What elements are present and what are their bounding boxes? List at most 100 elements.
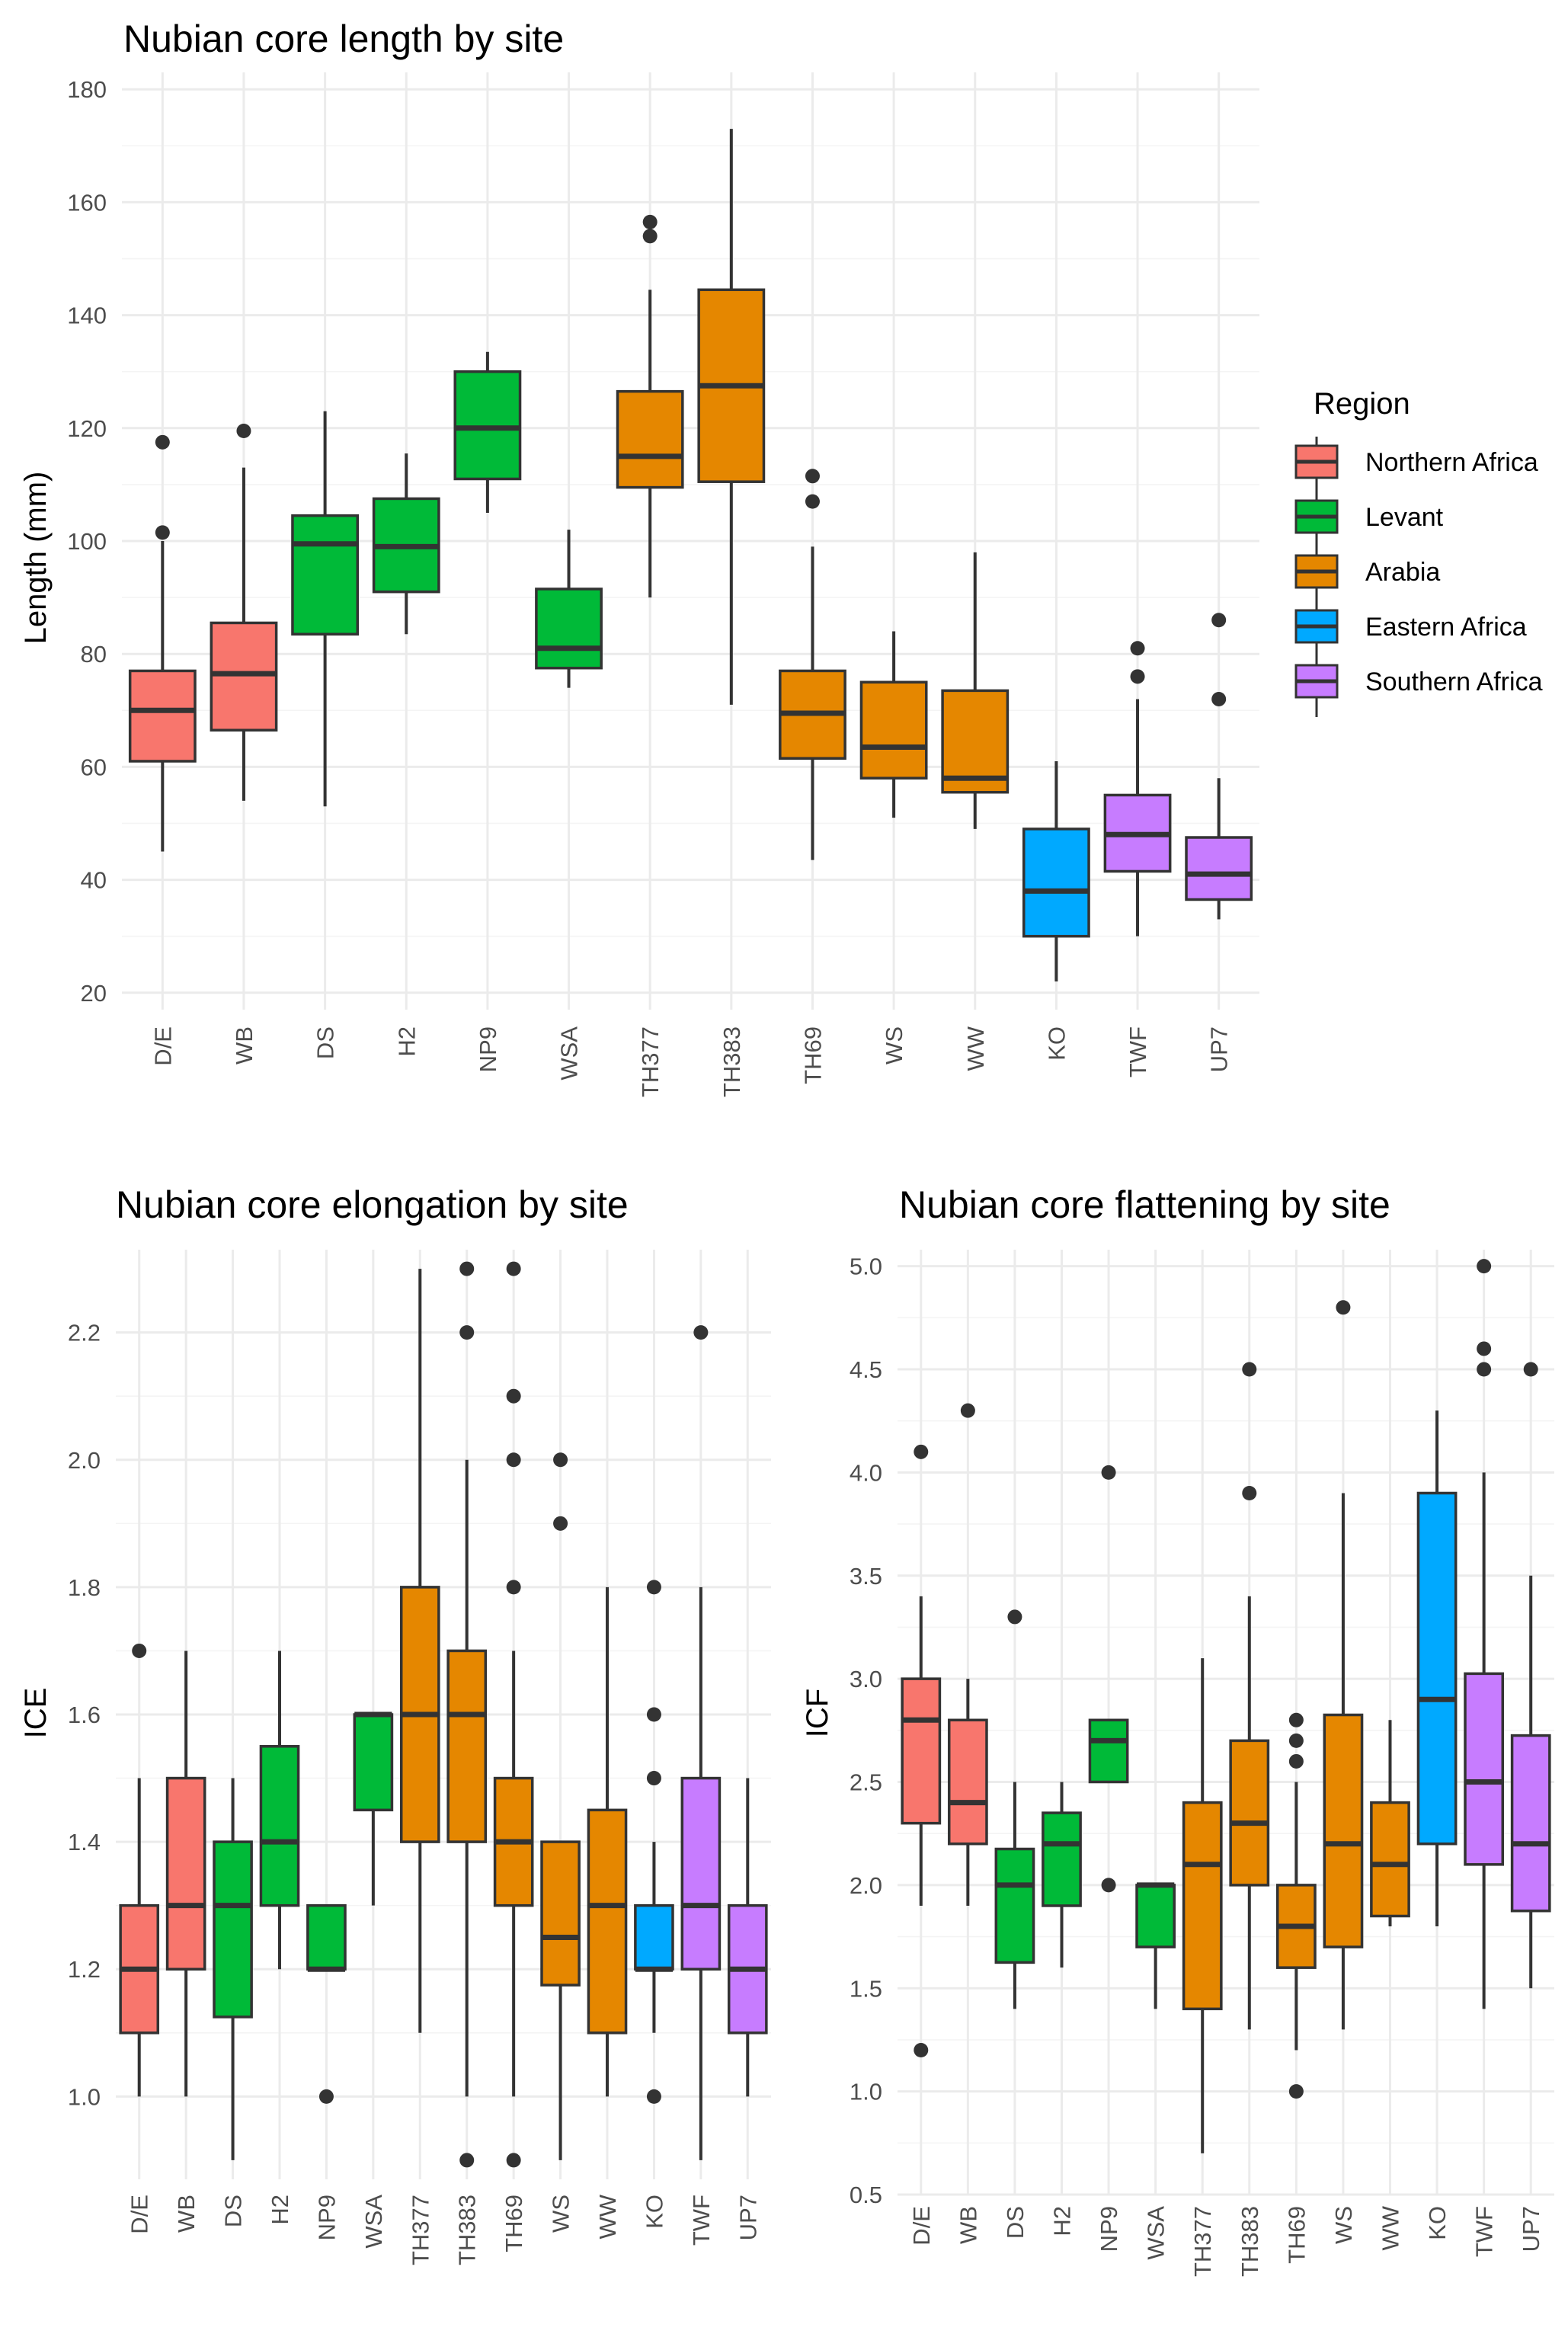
length-box-th377 [616, 214, 684, 598]
flattening-y-axis-title: ICF [801, 1689, 834, 1737]
elongation-y-tick-labels: 1.0 1.2 1.4 1.6 1.8 2.0 2.2 [68, 1320, 101, 2111]
flattening-x-tick-label: TWF [1471, 2206, 1498, 2257]
length-x-tick-labels: D/E WB DS H2 NP9 WSA TH377 TH383 TH69 WS WW KO TWF UP… [149, 1026, 1232, 1097]
flattening-x-tick-label: KO [1424, 2206, 1451, 2240]
flattening-box-ko [1416, 1410, 1458, 1927]
elongation-box-ww [587, 1586, 628, 2097]
length-y-tick-label: 180 [67, 76, 107, 103]
legend-item-arabia: Arabia [1294, 546, 1440, 607]
outlier-point [132, 1643, 147, 1658]
length-y-tick-label: 40 [81, 867, 107, 894]
iqr-box [213, 1840, 253, 2019]
flattening-x-tick-label: UP7 [1518, 2206, 1544, 2252]
elongation-x-tick-label: DS [220, 2195, 247, 2227]
legend-title: Region [1314, 387, 1410, 421]
elongation-x-tick-label: UP7 [734, 2195, 761, 2240]
outlier-point [1477, 1362, 1492, 1377]
length-y-tick-label: 100 [67, 528, 107, 555]
length-x-tick-label: UP7 [1206, 1026, 1233, 1072]
iqr-box [901, 1677, 942, 1825]
outlier-point [459, 1325, 475, 1340]
elongation-x-tick-label: TH383 [454, 2195, 481, 2265]
outlier-point [642, 229, 658, 244]
length-box-wb [210, 424, 278, 801]
legend-label: Southern Africa [1365, 668, 1543, 696]
iqr-box [291, 514, 360, 636]
length-y-tick-label: 20 [81, 980, 107, 1007]
outlier-point [553, 1452, 568, 1468]
flattening-x-tick-label: WB [955, 2206, 981, 2244]
elongation-x-tick-label: WW [594, 2194, 621, 2239]
outlier-point [1477, 1341, 1492, 1356]
elongation-y-tick-label: 2.0 [68, 1447, 101, 1474]
iqr-box [306, 1903, 347, 1971]
iqr-box [1185, 836, 1253, 901]
outlier-point [459, 1261, 475, 1276]
legend-item-northern-africa: Northern Africa [1294, 437, 1538, 498]
iqr-box [1464, 1672, 1505, 1866]
flattening-box-ds [994, 1609, 1035, 2009]
length-box-ds [291, 411, 360, 807]
flattening-y-tick-label: 2.0 [850, 1872, 882, 1899]
elongation-box-wb [165, 1650, 206, 2097]
flattening-y-tick-labels: 0.5 1.0 1.5 2.0 2.5 3.0 3.5 4.0 4.5 5.0 [850, 1253, 882, 2208]
iqr-box [634, 1903, 674, 1971]
length-x-tick-label: WSA [556, 1026, 583, 1081]
length-y-tick-label: 120 [67, 415, 107, 442]
flattening-box-de [901, 1444, 942, 2057]
iqr-box [587, 1808, 628, 2035]
flattening-x-tick-label: DS [1002, 2206, 1029, 2239]
length-box-ko [1022, 760, 1090, 981]
flattening-y-tick-label: 1.0 [850, 2079, 882, 2105]
length-box-wsa [535, 530, 603, 688]
iqr-box [446, 1649, 488, 1843]
outlier-point [1288, 1733, 1304, 1748]
elongation-gridlines [116, 1250, 771, 2179]
outlier-point [646, 2089, 661, 2104]
elongation-x-tick-label: TH377 [407, 2195, 434, 2265]
outlier-point [506, 1388, 521, 1404]
iqr-box [353, 1713, 394, 1812]
length-x-tick-label: TWF [1125, 1026, 1151, 1077]
outlier-point [553, 1516, 568, 1531]
flattening-boxplot-panel: Nubian core flattening by site ICF 0.5 1.… [801, 1183, 1554, 2277]
elongation-x-tick-label: D/E [126, 2195, 153, 2234]
elongation-y-tick-label: 1.6 [68, 1702, 101, 1728]
length-y-axis-title: Length (mm) [19, 472, 53, 645]
outlier-point [506, 1261, 521, 1276]
outlier-point [506, 1580, 521, 1595]
iqr-box [535, 588, 603, 670]
length-x-tick-label: WW [962, 1026, 989, 1071]
flattening-y-tick-label: 1.5 [850, 1975, 882, 2002]
elongation-box-de [119, 1643, 160, 2097]
legend-label: Eastern Africa [1365, 613, 1527, 642]
length-x-tick-label: TH69 [799, 1026, 826, 1084]
flattening-x-tick-label: WS [1330, 2206, 1357, 2244]
outlier-point [1007, 1609, 1022, 1625]
elongation-y-tick-label: 1.2 [68, 1956, 101, 1983]
elongation-y-tick-label: 1.0 [68, 2083, 101, 2110]
length-y-tick-label: 140 [67, 303, 107, 329]
iqr-box [1088, 1718, 1129, 1784]
outlier-point [1211, 691, 1227, 706]
outlier-point [1288, 1712, 1304, 1727]
outlier-point [1336, 1300, 1351, 1315]
elongation-x-tick-label: WSA [360, 2195, 387, 2249]
flattening-x-tick-label: WSA [1143, 2206, 1170, 2260]
legend-label: Northern Africa [1365, 448, 1538, 477]
outlier-point [805, 469, 820, 484]
flattening-box-ww [1370, 1720, 1410, 1927]
flattening-x-tick-label: TH69 [1283, 2206, 1310, 2264]
iqr-box [947, 1718, 988, 1846]
flattening-box-up7 [1510, 1362, 1551, 1989]
flattening-box-h2 [1042, 1782, 1082, 1968]
flattening-y-tick-label: 4.5 [850, 1356, 882, 1383]
flattening-y-tick-label: 2.5 [850, 1769, 882, 1796]
elongation-x-tick-label: WS [548, 2195, 574, 2233]
length-box-np9 [453, 351, 522, 513]
outlier-point [960, 1403, 975, 1418]
outlier-point [506, 2153, 521, 2168]
flattening-chart-title: Nubian core flattening by site [899, 1183, 1390, 1226]
flattening-x-tick-label: NP9 [1096, 2206, 1122, 2252]
iqr-box [259, 1745, 300, 1907]
